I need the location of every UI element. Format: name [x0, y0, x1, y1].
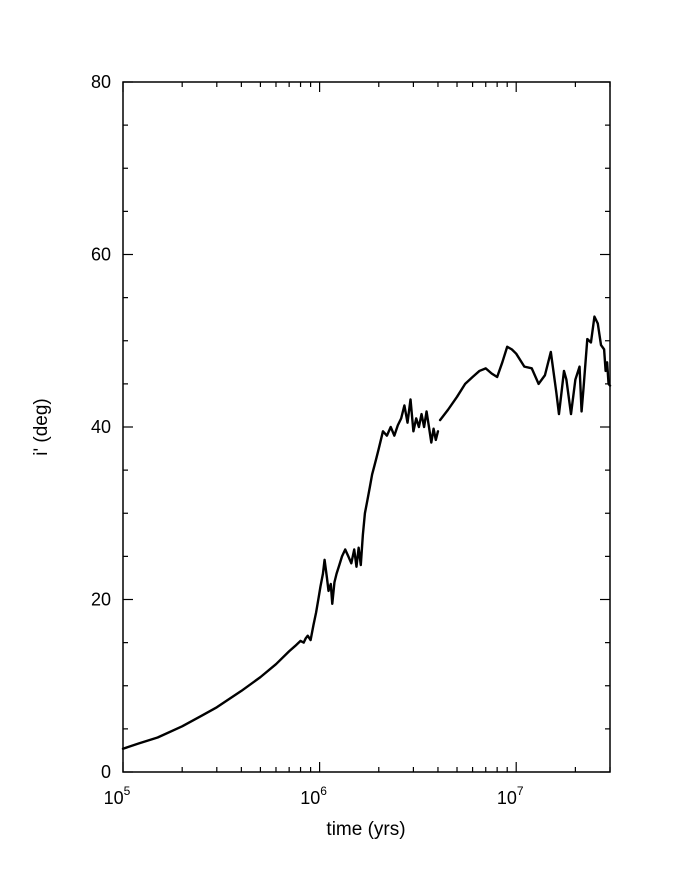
series-line-2 [438, 315, 612, 422]
y-tick-label: 20 [91, 590, 111, 610]
axis-ticks [122, 81, 611, 773]
y-tick-label: 0 [101, 762, 111, 782]
series-lines [121, 315, 612, 750]
plot-frame [122, 81, 611, 773]
y-tick-label: 80 [91, 72, 111, 92]
tick-labels: 0 20 40 60 80 105 106 107 [91, 72, 524, 808]
y-axis-title: i' (deg) [31, 398, 52, 455]
y-tick-label: 40 [91, 417, 111, 437]
y-tick-label: 60 [91, 245, 111, 265]
x-axis-title: time (yrs) [326, 819, 405, 840]
x-tick-label: 107 [497, 784, 524, 808]
x-tick-label: 105 [104, 784, 131, 808]
series-line-1 [121, 398, 440, 750]
x-tick-label: 106 [300, 784, 327, 808]
